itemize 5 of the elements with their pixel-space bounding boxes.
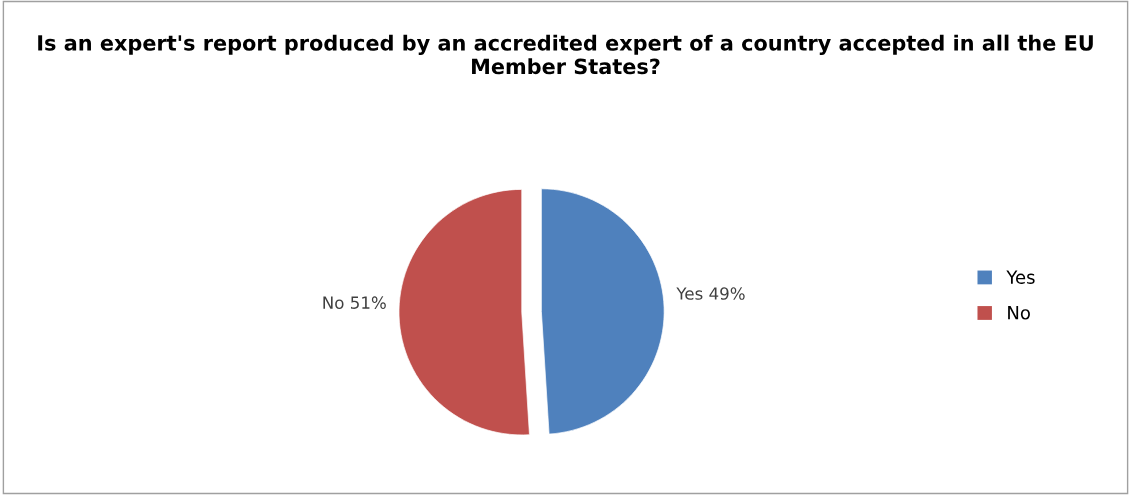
data-label: Yes 49% [676,287,745,300]
data-label: No 51% [323,296,386,309]
legend-label: No [1008,306,1030,320]
chart-title: Is an expert's report produced by an accredited expert of a country accepted in all the EU Member States? [38,34,1093,75]
legend-label: Yes [1006,270,1035,284]
